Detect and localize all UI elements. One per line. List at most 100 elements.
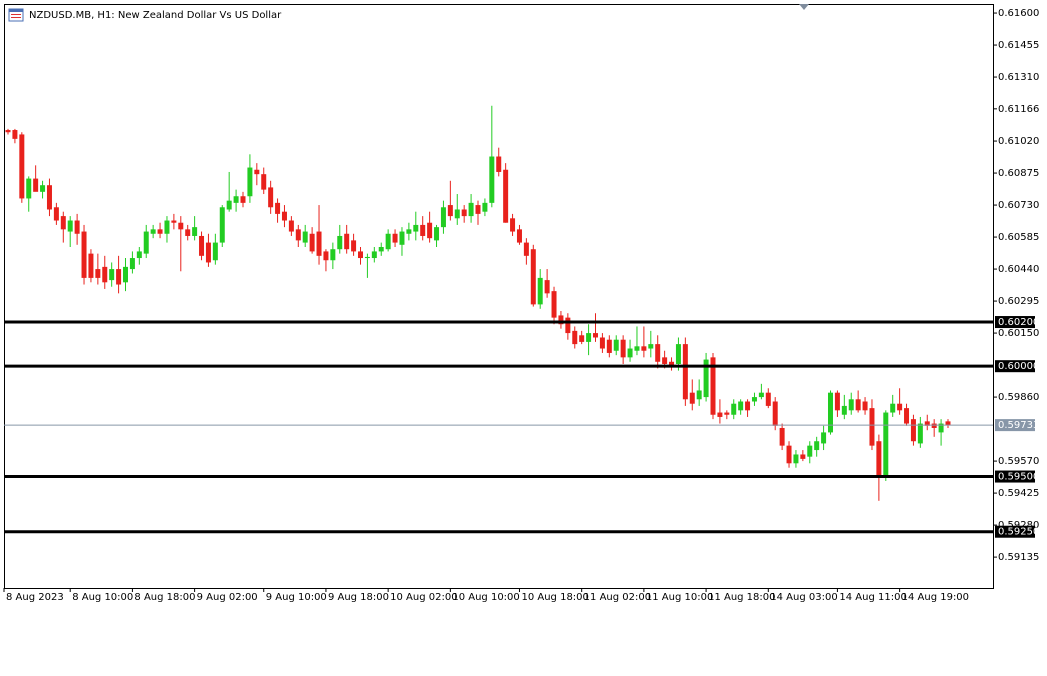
candle-body xyxy=(890,403,896,413)
candle-body xyxy=(440,207,446,228)
candle-body xyxy=(406,229,412,234)
y-tick-label: 0.60295 xyxy=(998,296,1039,307)
candle-body xyxy=(136,251,142,259)
candle-body xyxy=(392,233,398,243)
candle-body xyxy=(164,220,170,234)
plot-frame xyxy=(4,4,994,589)
candle-body xyxy=(88,253,94,278)
candle-body xyxy=(482,202,488,212)
candle-body xyxy=(731,403,737,415)
x-tick-label: 9 Aug 02:00 xyxy=(197,592,258,603)
candle-body xyxy=(434,227,440,241)
candle-body xyxy=(254,169,260,175)
candle-body xyxy=(897,403,903,411)
x-tick-label: 11 Aug 10:00 xyxy=(646,592,713,603)
candle-body xyxy=(530,249,536,305)
candle-body xyxy=(669,361,675,367)
candle-body xyxy=(288,220,294,232)
candle-body xyxy=(468,202,474,217)
candle-body xyxy=(275,202,281,214)
candle-body xyxy=(620,339,626,358)
y-tick-label: 0.61020 xyxy=(998,136,1039,147)
candle-body xyxy=(316,231,322,256)
candle-body xyxy=(371,251,377,259)
x-tick-label: 9 Aug 18:00 xyxy=(328,592,389,603)
level-label: 0.59250 xyxy=(998,527,1039,538)
y-tick-label: 0.59860 xyxy=(998,392,1039,403)
x-tick-label: 10 Aug 10:00 xyxy=(452,592,519,603)
level-label: 0.59500 xyxy=(998,472,1039,483)
candle-body xyxy=(351,240,357,252)
x-tick-label: 8 Aug 10:00 xyxy=(72,592,133,603)
candle-body xyxy=(793,454,799,464)
candle-body xyxy=(627,348,633,358)
candle-body xyxy=(696,390,702,400)
candle-body xyxy=(268,187,274,208)
candle-body xyxy=(675,344,681,364)
x-tick-label: 10 Aug 02:00 xyxy=(390,592,457,603)
candle-body xyxy=(123,266,128,283)
x-tick-label: 10 Aug 18:00 xyxy=(521,592,588,603)
candle-body xyxy=(586,333,592,342)
candle-body xyxy=(834,392,840,411)
candle-body xyxy=(233,196,239,203)
candle-body xyxy=(807,445,813,457)
candle-body xyxy=(364,256,370,259)
candle-body xyxy=(655,344,661,362)
candle-body xyxy=(779,427,785,446)
candle-body xyxy=(523,242,529,256)
candle-body xyxy=(689,392,695,404)
candle-body xyxy=(302,231,308,243)
candle-body xyxy=(682,344,688,400)
y-tick-label: 0.61600 xyxy=(998,8,1039,19)
candle-body xyxy=(261,174,267,190)
candle-body xyxy=(800,454,806,459)
candle-body xyxy=(199,235,205,256)
candle-body xyxy=(74,220,80,234)
candle-body xyxy=(724,412,730,415)
candle-body xyxy=(95,269,101,278)
candle-body xyxy=(344,233,350,250)
level-label-box xyxy=(995,316,1035,329)
candle-body xyxy=(5,130,11,133)
candle-body xyxy=(461,209,467,217)
candle-body xyxy=(558,315,564,325)
candle-body xyxy=(19,134,25,199)
y-tick-label: 0.59425 xyxy=(998,488,1039,499)
candle-body xyxy=(53,207,59,221)
candle-body xyxy=(192,227,198,236)
level-label: 0.60000 xyxy=(998,361,1039,372)
x-tick-label: 8 Aug 2023 xyxy=(6,592,64,603)
level-label-box xyxy=(995,360,1035,373)
candle-body xyxy=(454,209,460,219)
candle-body xyxy=(399,231,405,245)
candle-body xyxy=(178,222,184,230)
candle-body xyxy=(116,269,122,285)
candle-body xyxy=(26,178,32,199)
candle-body xyxy=(503,169,509,223)
candle-body xyxy=(420,224,426,236)
candle-body xyxy=(924,421,930,426)
candle-body xyxy=(33,178,39,192)
candle-body xyxy=(876,441,882,477)
candle-body xyxy=(46,185,52,210)
candle-body xyxy=(862,401,868,411)
candle-body xyxy=(710,357,716,415)
y-tick-label: 0.60150 xyxy=(998,328,1039,339)
candle-body xyxy=(489,156,495,203)
y-tick-label: 0.59135 xyxy=(998,552,1039,563)
candle-body xyxy=(786,445,792,464)
candle-body xyxy=(205,242,211,263)
candle-body xyxy=(226,200,232,210)
candle-body xyxy=(945,421,951,426)
y-tick-label: 0.60875 xyxy=(998,168,1039,179)
candle-body xyxy=(537,277,543,305)
candle-body xyxy=(821,432,827,444)
candle-body xyxy=(109,269,115,281)
y-tick-label: 0.61310 xyxy=(998,72,1039,83)
candle-body xyxy=(378,247,384,252)
candle-body xyxy=(475,205,481,214)
symbol-icon xyxy=(8,8,24,22)
candle-body xyxy=(703,359,709,398)
candle-body xyxy=(648,344,654,349)
